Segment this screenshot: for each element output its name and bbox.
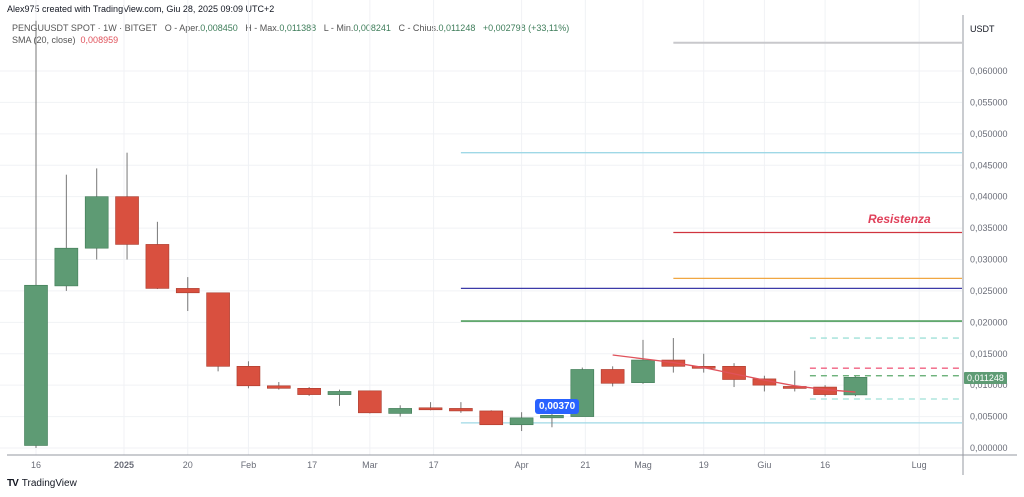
open-label: O - Aper. [164,23,201,33]
y-tick-label: 0,015000 [970,349,1008,359]
y-tick-label: 0,055000 [970,97,1008,107]
change-value: +0,002798 (+33,11%) [482,23,570,33]
candle-down [175,288,200,294]
sma-legend[interactable]: SMA (20, close) 0,008959 [12,35,118,45]
open-value: 0,008450 [200,23,238,33]
symbol-legend[interactable]: PENGUUSDT SPOT · 1W · BITGET O - Aper.0,… [12,23,569,33]
candle-up [540,415,564,419]
x-tick-label: 16 [820,460,830,470]
y-tick-label: 0,045000 [970,160,1008,170]
x-tick-label: 20 [183,460,193,470]
footer: TV TradingView [7,478,77,489]
x-tick-label: Mag [634,460,652,470]
x-tick-label: Mar [362,460,378,470]
price-annotation-bubble[interactable]: 0,00370 [535,399,580,414]
high-value: 0,011388 [279,23,317,33]
close-value: 0,011248 [438,23,476,33]
chart-credit: Alex975 created with TradingView.com, Gi… [7,4,275,14]
candle-up [509,417,534,426]
last-price-tag: 0,011248 [964,372,1007,384]
candle-down [449,408,473,412]
x-tick-label: Apr [515,460,529,470]
y-tick-label: 0,060000 [970,66,1008,76]
y-tick-label: 0,010000 [970,380,1008,390]
x-tick-label: Giu [757,460,771,470]
sma-label: SMA (20, close) [12,35,76,45]
candle-up [84,196,109,249]
x-tick-label: 17 [307,460,317,470]
high-label: H - Max. [245,23,280,33]
candle-down [358,390,382,414]
candle-up [388,408,413,414]
currency-label: USDT [970,24,995,34]
axis-header-mask [963,0,1024,46]
x-tick-label: Lug [912,460,927,470]
candle-down [266,385,291,389]
y-tick-label: 0,025000 [970,286,1008,296]
candle-up [631,359,655,383]
candle-up [54,247,79,287]
y-tick-label: 0,020000 [970,317,1008,327]
candle-down [115,196,139,245]
candle-down [418,407,443,411]
candle-down [206,292,230,367]
y-tick-label: 0,050000 [970,129,1008,139]
x-tick-label: 2025 [114,460,134,470]
y-tick-label: 0,030000 [970,255,1008,265]
resistance-label[interactable]: Resistenza [868,212,931,226]
candle-up [327,391,352,395]
symbol-name: PENGUUSDT SPOT · 1W · BITGET [12,23,158,33]
candle-up [24,284,48,446]
candle-down [297,388,321,395]
candle-down [722,366,746,380]
y-tick-label: 0,000000 [970,443,1008,453]
y-tick-label: 0,040000 [970,192,1008,202]
sma-line [612,354,856,393]
x-tick-label: Feb [241,460,257,470]
candle-down [479,410,504,426]
close-label: C - Chius. [398,23,439,33]
y-tick-label: 0,005000 [970,412,1008,422]
x-tick-label: 16 [31,460,41,470]
y-tick-label: 0,035000 [970,223,1008,233]
candle-down [145,244,170,289]
low-value: 0,008241 [353,23,391,33]
footer-brand: TradingView [21,478,77,489]
candle-down [600,369,625,384]
candle-down [236,366,261,387]
x-tick-label: 17 [429,460,439,470]
low-label: L - Min. [323,23,354,33]
candle-up [843,377,868,396]
sma-value: 0,008959 [80,35,119,45]
tradingview-logo-icon: TV [7,478,19,489]
x-tick-label: 21 [580,460,590,470]
x-tick-label: 19 [699,460,709,470]
